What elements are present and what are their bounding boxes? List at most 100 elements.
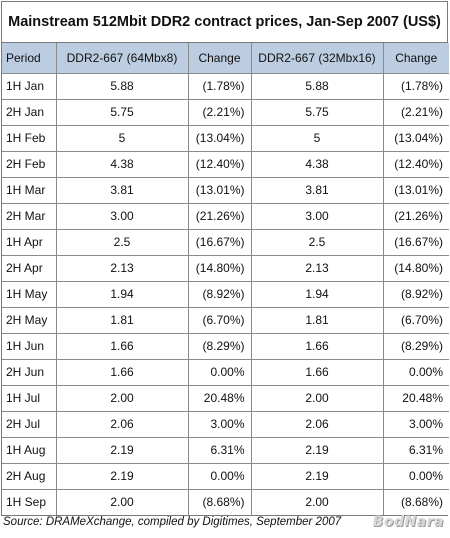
ddr2-64mbx8-price-cell: 1.66 [55, 332, 189, 360]
ddr2-64mbx8-price-cell: 2.5 [55, 228, 189, 256]
table-row: 1H Feb 5 (13.04%) 5 (13.04%) [2, 124, 449, 152]
change-1-cell: (2.21%) [187, 98, 252, 126]
change-2-cell: (21.26%) [382, 202, 449, 230]
change-1-cell: (8.29%) [187, 332, 252, 360]
change-2-cell: (8.68%) [382, 488, 449, 515]
ddr2-32mbx16-price-cell: 5.88 [250, 72, 384, 100]
change-2-cell: (6.70%) [382, 306, 449, 334]
period-cell: 1H May [2, 280, 57, 308]
ddr2-32mbx16-price-cell: 1.66 [250, 332, 384, 360]
ddr2-32mbx16-price-cell: 1.81 [250, 306, 384, 334]
ddr2-64mbx8-price-cell: 2.19 [55, 462, 189, 490]
ddr2-32mbx16-price-cell: 2.19 [250, 436, 384, 464]
table-row: 2H Jan 5.75 (2.21%) 5.75 (2.21%) [2, 98, 449, 126]
change-2-cell: (2.21%) [382, 98, 449, 126]
bodnara-logo: BodNara [372, 514, 444, 530]
period-cell: 1H Jun [2, 332, 57, 360]
header-change-1: Change [187, 43, 252, 74]
ddr2-64mbx8-price-cell: 2.00 [55, 384, 189, 412]
period-cell: 2H Jan [2, 98, 57, 126]
table-row: 1H Jan 5.88 (1.78%) 5.88 (1.78%) [2, 72, 449, 100]
change-2-cell: 0.00% [382, 462, 449, 490]
ddr2-32mbx16-price-cell: 4.38 [250, 150, 384, 178]
change-1-cell: 0.00% [187, 358, 252, 386]
change-2-cell: 20.48% [382, 384, 449, 412]
change-1-cell: (8.68%) [187, 488, 252, 515]
table-row: 2H Feb 4.38 (12.40%) 4.38 (12.40%) [2, 150, 449, 178]
period-cell: 1H Apr [2, 228, 57, 256]
ddr2-32mbx16-price-cell: 5.75 [250, 98, 384, 126]
ddr2-64mbx8-price-cell: 5 [55, 124, 189, 152]
period-cell: 2H Jun [2, 358, 57, 386]
header-change-2: Change [382, 43, 449, 74]
ddr2-32mbx16-price-cell: 2.13 [250, 254, 384, 282]
period-cell: 2H Jul [2, 410, 57, 438]
change-2-cell: (12.40%) [382, 150, 449, 178]
change-2-cell: (1.78%) [382, 72, 449, 100]
change-1-cell: (6.70%) [187, 306, 252, 334]
change-2-cell: (16.67%) [382, 228, 449, 256]
table-row: 2H Apr 2.13 (14.80%) 2.13 (14.80%) [2, 254, 449, 282]
period-cell: 1H Jul [2, 384, 57, 412]
period-cell: 2H Apr [2, 254, 57, 282]
ddr2-32mbx16-price-cell: 3.81 [250, 176, 384, 204]
ddr2-64mbx8-price-cell: 4.38 [55, 150, 189, 178]
ddr2-32mbx16-price-cell: 1.66 [250, 358, 384, 386]
table-row: 1H Apr 2.5 (16.67%) 2.5 (16.67%) [2, 228, 449, 256]
ddr2-64mbx8-price-cell: 5.88 [55, 72, 189, 100]
table-row: 2H Aug 2.19 0.00% 2.19 0.00% [2, 462, 449, 490]
ddr2-32mbx16-price-cell: 3.00 [250, 202, 384, 230]
period-cell: 2H May [2, 306, 57, 334]
ddr2-64mbx8-price-cell: 1.94 [55, 280, 189, 308]
ddr2-32mbx16-price-cell: 2.00 [250, 488, 384, 515]
table-row: 2H Jun 1.66 0.00% 1.66 0.00% [2, 358, 449, 386]
table-row: 1H Jul 2.00 20.48% 2.00 20.48% [2, 384, 449, 412]
period-cell: 1H Mar [2, 176, 57, 204]
change-1-cell: 0.00% [187, 462, 252, 490]
table-row: 1H Sep 2.00 (8.68%) 2.00 (8.68%) [2, 488, 449, 515]
ddr2-64mbx8-price-cell: 1.81 [55, 306, 189, 334]
table-row: 1H Mar 3.81 (13.01%) 3.81 (13.01%) [2, 176, 449, 204]
period-cell: 1H Feb [2, 124, 57, 152]
table-body: 1H Jan 5.88 (1.78%) 5.88 (1.78%) 2H Jan 5.75 (2… [2, 72, 449, 515]
period-cell: 1H Sep [2, 488, 57, 515]
period-cell: 1H Jan [2, 72, 57, 100]
change-1-cell: 6.31% [187, 436, 252, 464]
ddr2-64mbx8-price-cell: 2.00 [55, 488, 189, 515]
ddr2-64mbx8-price-cell: 2.06 [55, 410, 189, 438]
period-cell: 2H Feb [2, 150, 57, 178]
ddr2-64mbx8-price-cell: 1.66 [55, 358, 189, 386]
change-2-cell: (8.29%) [382, 332, 449, 360]
change-1-cell: 3.00% [187, 410, 252, 438]
change-1-cell: (14.80%) [187, 254, 252, 282]
change-2-cell: (8.92%) [382, 280, 449, 308]
period-cell: 1H Aug [2, 436, 57, 464]
period-cell: 2H Mar [2, 202, 57, 230]
price-table-frame: Mainstream 512Mbit DDR2 contract prices,… [1, 1, 449, 516]
ddr2-64mbx8-price-cell: 5.75 [55, 98, 189, 126]
change-1-cell: (16.67%) [187, 228, 252, 256]
table-row: 2H May 1.81 (6.70%) 1.81 (6.70%) [2, 306, 449, 334]
change-1-cell: (1.78%) [187, 72, 252, 100]
change-2-cell: (13.01%) [382, 176, 449, 204]
ddr2-64mbx8-price-cell: 3.00 [55, 202, 189, 230]
ddr2-32mbx16-price-cell: 2.06 [250, 410, 384, 438]
change-1-cell: (12.40%) [187, 150, 252, 178]
source-note: Source: DRAMeXchange, compiled by Digiti… [3, 516, 342, 528]
change-1-cell: 20.48% [187, 384, 252, 412]
ddr2-32mbx16-price-cell: 2.19 [250, 462, 384, 490]
change-2-cell: 0.00% [382, 358, 449, 386]
header-ddr2-32mbx16: DDR2-667 (32Mbx16) [250, 43, 384, 74]
table-row: 1H Jun 1.66 (8.29%) 1.66 (8.29%) [2, 332, 449, 360]
ddr2-32mbx16-price-cell: 2.5 [250, 228, 384, 256]
ddr2-32mbx16-price-cell: 1.94 [250, 280, 384, 308]
table-row: 1H Aug 2.19 6.31% 2.19 6.31% [2, 436, 449, 464]
change-1-cell: (8.92%) [187, 280, 252, 308]
change-2-cell: (13.04%) [382, 124, 449, 152]
change-1-cell: (21.26%) [187, 202, 252, 230]
table-header-row: Period DDR2-667 (64Mbx8) Change DDR2-667… [2, 43, 449, 74]
period-cell: 2H Aug [2, 462, 57, 490]
header-period: Period [2, 43, 57, 74]
ddr2-64mbx8-price-cell: 2.13 [55, 254, 189, 282]
change-1-cell: (13.04%) [187, 124, 252, 152]
